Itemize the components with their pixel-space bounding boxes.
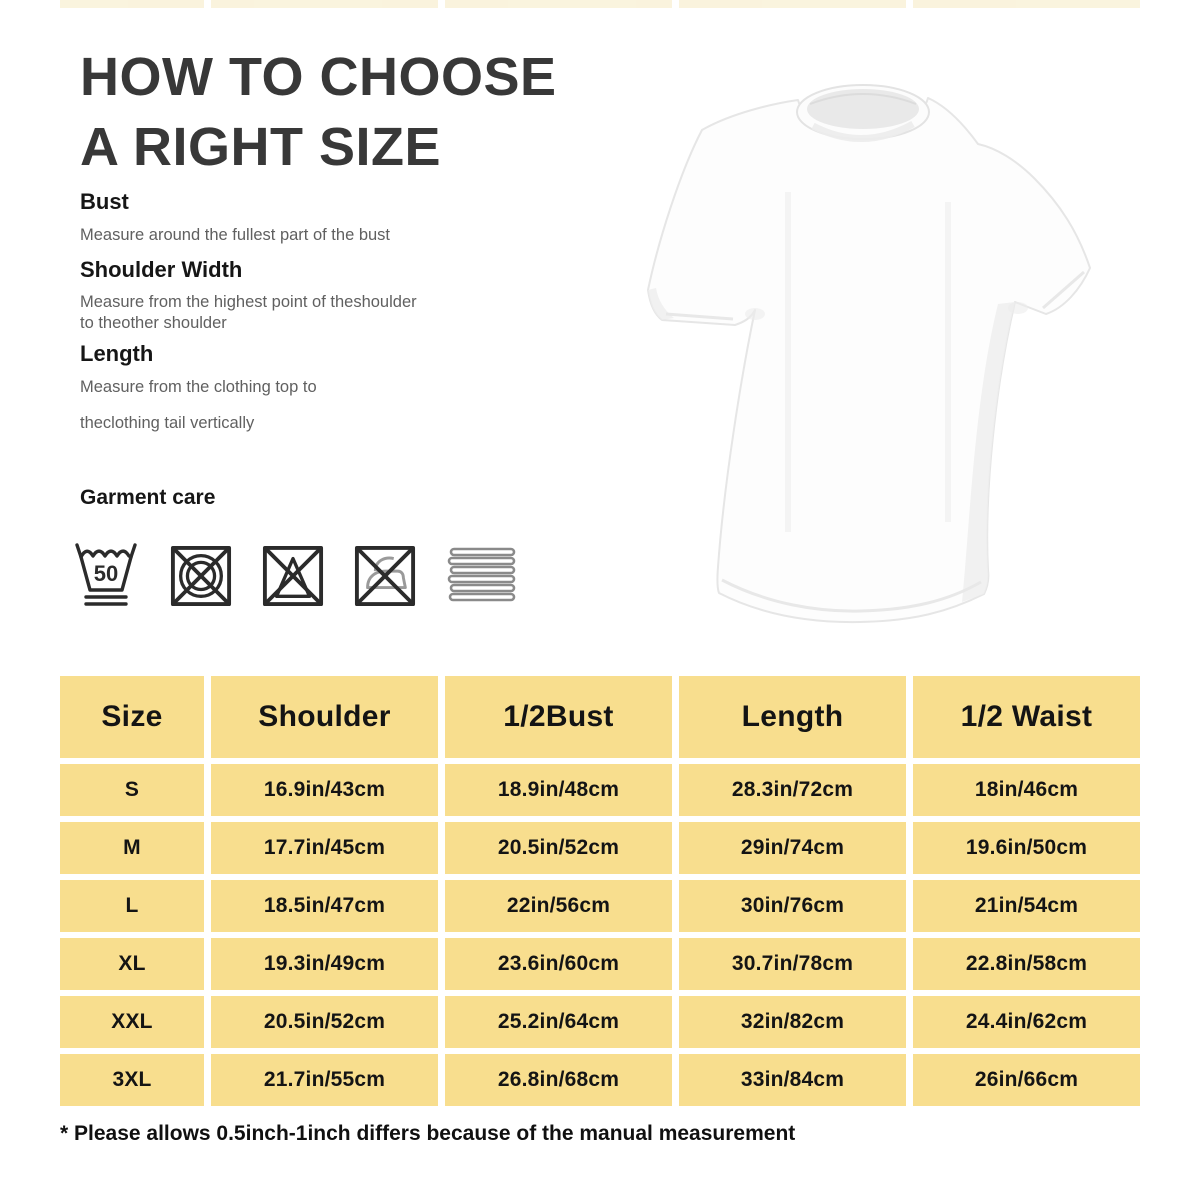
table-cell: 25.2in/64cm [445, 996, 672, 1048]
table-cell: 26in/66cm [913, 1054, 1140, 1106]
table-cell: 28.3in/72cm [679, 764, 906, 816]
tshirt-product-image [647, 84, 1091, 624]
table-cell: 21in/54cm [913, 880, 1140, 932]
shoulder-width-description-line2: to theother shoulder [80, 314, 227, 332]
table-cell: 33in/84cm [679, 1054, 906, 1106]
table-cell: S [60, 764, 204, 816]
do-not-bleach-icon [262, 545, 324, 606]
cropped-table-cell [211, 0, 438, 8]
table-cell: 22.8in/58cm [913, 938, 1140, 990]
column-header-size: Size [60, 676, 204, 758]
bust-heading: Bust [80, 189, 129, 214]
table-cell: 20.5in/52cm [445, 822, 672, 874]
do-not-tumble-dry-icon [170, 545, 232, 606]
table-cell: 30.7in/78cm [679, 938, 906, 990]
svg-text:50: 50 [94, 561, 118, 586]
dry-flat-icon [447, 547, 516, 602]
cropped-table-cell [60, 0, 204, 8]
do-not-iron-icon [354, 545, 416, 606]
table-cell: 21.7in/55cm [211, 1054, 438, 1106]
cropped-table-cell [913, 0, 1140, 8]
garment-care-heading: Garment care [80, 486, 216, 509]
column-header-shoulder: Shoulder [211, 676, 438, 758]
cropped-table-cell [679, 0, 906, 8]
table-cell: 29in/74cm [679, 822, 906, 874]
table-cell: 22in/56cm [445, 880, 672, 932]
table-cell: 32in/82cm [679, 996, 906, 1048]
table-cell: 19.3in/49cm [211, 938, 438, 990]
table-cell: L [60, 880, 204, 932]
page-title-line1: HOW TO CHOOSE [80, 47, 557, 107]
table-cell: 16.9in/43cm [211, 764, 438, 816]
length-heading: Length [80, 341, 154, 366]
table-cell: 18in/46cm [913, 764, 1140, 816]
table-cell: 23.6in/60cm [445, 938, 672, 990]
size-chart-table: Size Shoulder 1/2Bust Length 1/2 Waist S… [60, 676, 1140, 1106]
table-cell: 3XL [60, 1054, 204, 1106]
table-cell: 26.8in/68cm [445, 1054, 672, 1106]
length-description-line1: Measure from the clothing top to [80, 378, 317, 396]
table-cell: 30in/76cm [679, 880, 906, 932]
table-cell: 18.5in/47cm [211, 880, 438, 932]
table-cell: XXL [60, 996, 204, 1048]
bust-description: Measure around the fullest part of the b… [80, 226, 391, 244]
page-title-line2: A RIGHT SIZE [80, 117, 442, 177]
table-cell: 18.9in/48cm [445, 764, 672, 816]
table-cell: 20.5in/52cm [211, 996, 438, 1048]
column-header-bust: 1/2Bust [445, 676, 672, 758]
column-header-waist: 1/2 Waist [913, 676, 1140, 758]
wash-50-icon: 50 [75, 543, 137, 606]
table-cell: 24.4in/62cm [913, 996, 1140, 1048]
measurement-disclaimer: * Please allows 0.5inch-1inch differs be… [60, 1122, 796, 1145]
garment-care-icons: 50 [72, 537, 518, 613]
table-cell: 17.7in/45cm [211, 822, 438, 874]
shoulder-width-description-line1: Measure from the highest point of thesho… [80, 293, 417, 311]
table-cell: 19.6in/50cm [913, 822, 1140, 874]
cropped-table-edge [60, 0, 1140, 8]
shoulder-width-heading: Shoulder Width [80, 257, 243, 282]
table-cell: XL [60, 938, 204, 990]
table-cell: M [60, 822, 204, 874]
length-description-line2: theclothing tail vertically [80, 414, 255, 432]
cropped-table-cell [445, 0, 672, 8]
column-header-length: Length [679, 676, 906, 758]
